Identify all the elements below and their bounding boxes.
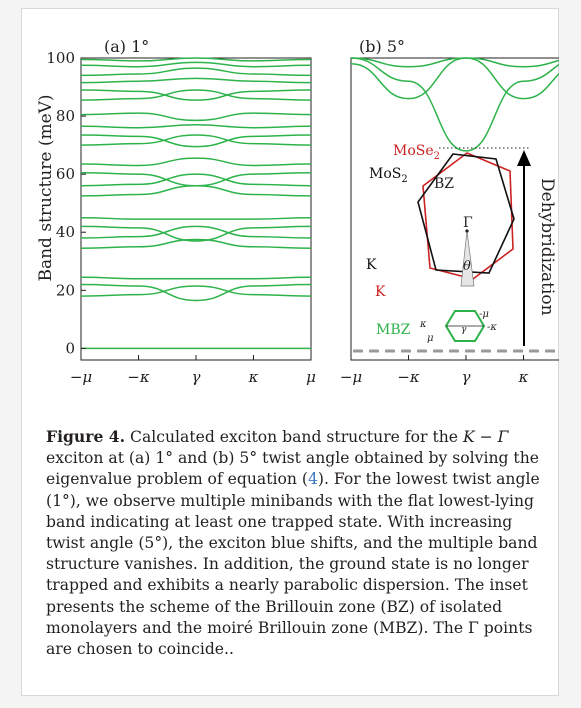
panel-a-band-7	[80, 216, 312, 220]
panel-a-plot: (a) 1° 0 20 40 60 80 100 −μ −κ γ κ μ	[46, 37, 316, 386]
bz-label: BZ	[434, 176, 454, 192]
panel-a-x-tick-label-0: −μ	[70, 368, 92, 386]
caption-text-3: ). For the lowest twist angle (1°), we o…	[46, 470, 540, 659]
panel-b-band-0	[350, 57, 559, 152]
panel-b-frame	[350, 57, 559, 361]
twist-angle-wedge	[460, 230, 475, 287]
panel-a-band-4	[80, 238, 312, 249]
figure: Band structure (meV) (a) 1° 0 20 40 60 80 100…	[36, 37, 559, 386]
bz-inset: Γ θ BZ MoSe2 MoS2 K K MBZ κ μ γ -μ -κ	[366, 143, 515, 344]
mbz-label: MBZ	[376, 322, 411, 338]
panel-a-x-tick-label-2: γ	[192, 368, 201, 386]
caption-text-1: Calculated exciton band structure for th…	[125, 428, 463, 446]
panel-a-y-tick-label-4: 80	[56, 107, 75, 125]
panel-a-y-tick-label-3: 60	[56, 165, 75, 183]
panel-a-band-15	[80, 112, 312, 122]
panel-a-band-5	[80, 225, 312, 239]
caption-label: Figure 4.	[46, 427, 126, 446]
mbz-minus-kappa: -κ	[487, 322, 497, 333]
panel-a-frame	[80, 57, 312, 361]
panel-a-band-1	[80, 285, 312, 297]
panel-a-band-11	[80, 157, 312, 167]
panel-a-band-20	[80, 61, 312, 68]
panel-a-x-tick-label-3: κ	[248, 368, 259, 386]
panel-a-y-tick-label-5: 100	[46, 49, 75, 67]
panel-a-band-2	[80, 283, 312, 302]
dehybridization-label: Dehybridization	[537, 178, 557, 316]
mose2-label: MoSe2	[393, 143, 440, 162]
mbz-minus-mu: -μ	[479, 309, 489, 320]
panel-a-y-tick-label-1: 20	[56, 281, 75, 299]
caption-kg: K − Γ	[462, 428, 509, 446]
mbz-mu-left: μ	[427, 333, 434, 344]
panel-a-band-21	[80, 57, 312, 62]
panel-a-x-tick-label-4: μ	[306, 368, 316, 386]
mos2-bz-hexagon	[417, 153, 515, 274]
panel-b-x-tick-label-3: κ	[518, 368, 529, 386]
panel-b-x-tick-label-2: γ	[462, 368, 471, 386]
panel-a-band-14	[80, 124, 312, 129]
panel-a-band-3	[80, 276, 312, 280]
panel-a-band-16	[80, 89, 312, 101]
panel-b-x-tick-label-1: −κ	[397, 368, 420, 386]
theta-label: θ	[463, 259, 471, 274]
panel-a-y-tick-label-0: 0	[65, 339, 75, 357]
arrow-head-icon	[517, 150, 531, 166]
panel-a-label: (a) 1°	[104, 37, 149, 56]
panel-a-y-tick-label-2: 40	[56, 223, 75, 241]
gamma-point-dot	[465, 229, 469, 233]
k-label-black: K	[366, 257, 377, 273]
gamma-label: Γ	[463, 215, 473, 231]
panel-a-band-13	[80, 134, 312, 148]
panel-b-x-tick-label-0: −μ	[340, 368, 362, 386]
panel-a-band-12	[80, 134, 312, 146]
k-label-red: K	[375, 284, 386, 300]
mbz-gamma: γ	[461, 325, 467, 335]
mos2-label: MoS2	[369, 166, 408, 185]
panel-a-x-tick-label-1: −κ	[127, 368, 150, 386]
panel-a-band-19	[80, 67, 312, 77]
panel-b-band-2	[350, 57, 559, 68]
panel-a-band-10	[80, 171, 312, 187]
y-axis-label: Band structure (meV)	[36, 94, 56, 281]
panel-a-band-8	[80, 185, 312, 197]
equation-reference-link[interactable]: 4	[307, 470, 318, 489]
panel-b-band-1	[350, 57, 559, 100]
panel-a-band-9	[80, 173, 312, 187]
caption-text-2: exciton at (a) 1° and (b) 5° twist angle…	[46, 449, 539, 489]
panel-a-band-17	[80, 89, 312, 101]
panel-a-band-6	[80, 225, 312, 242]
panel-b-label: (b) 5°	[359, 37, 405, 56]
mbz-kappa-left: κ	[419, 319, 427, 330]
panel-a-band-18	[80, 77, 312, 84]
figure-caption: Figure 4. Calculated exciton band struct…	[46, 426, 546, 660]
